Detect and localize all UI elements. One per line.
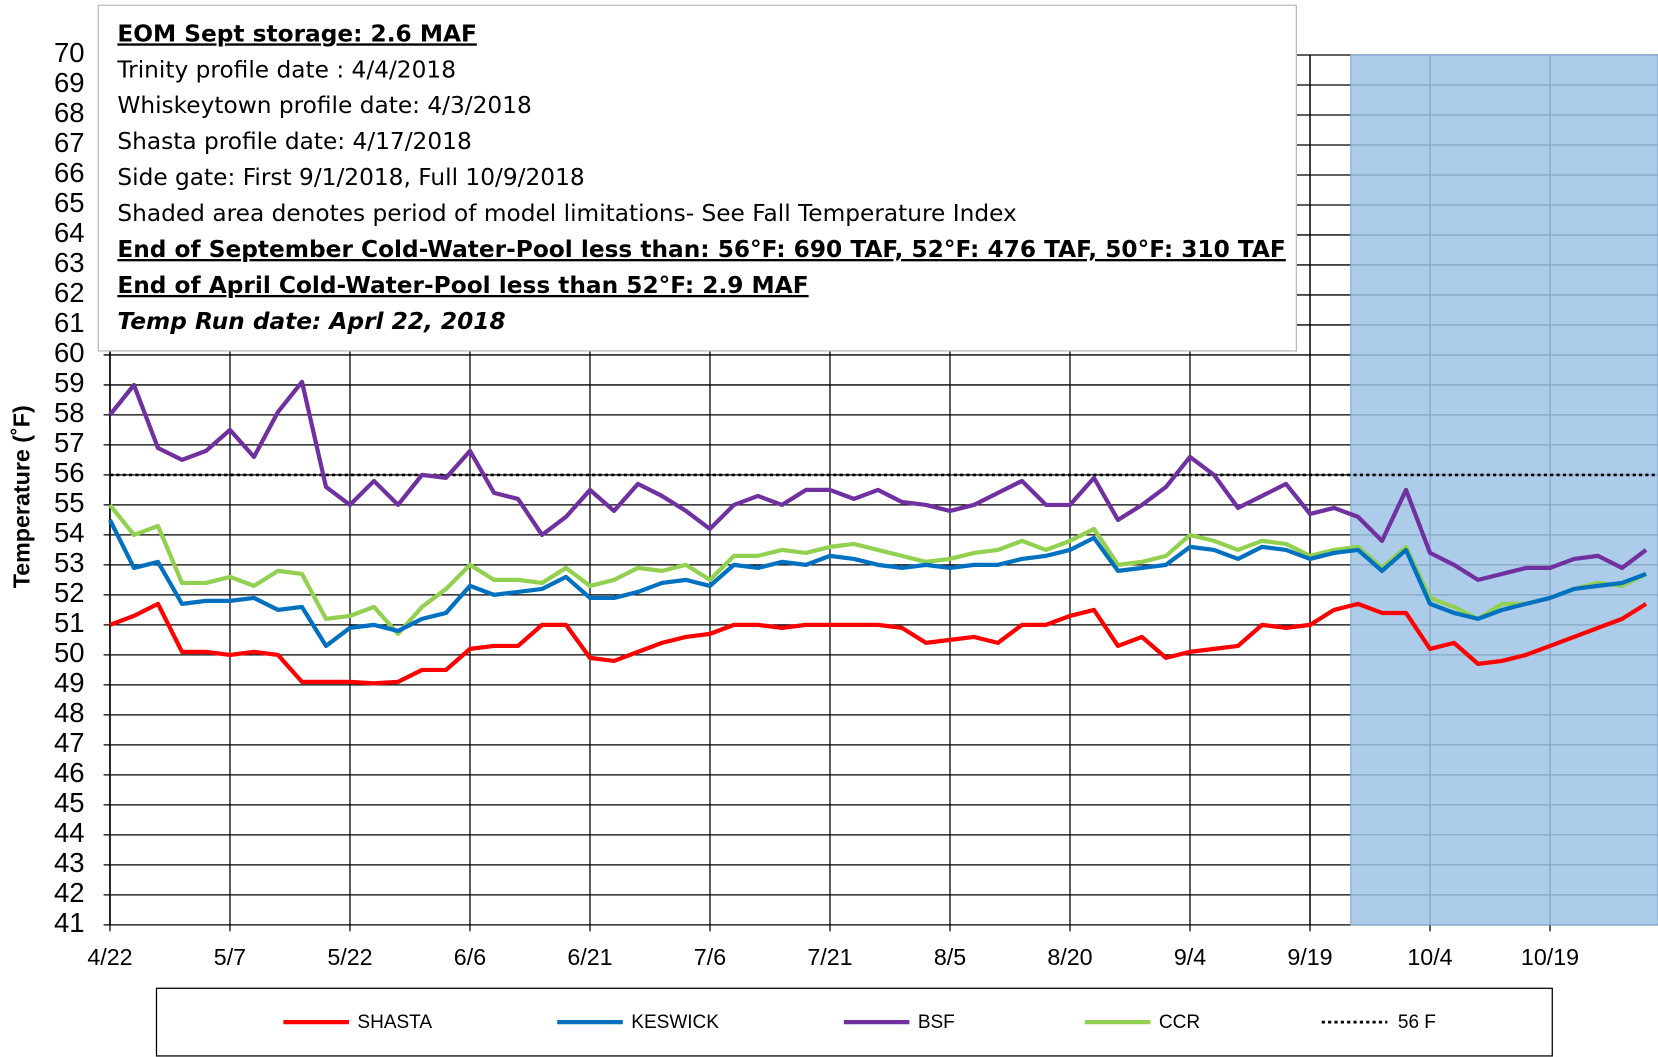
series-line	[108, 503, 1647, 636]
y-tick-label: 58	[54, 397, 85, 428]
y-tick-label: 51	[54, 607, 85, 638]
x-tick-label: 6/21	[567, 944, 612, 970]
annotation: End of September Cold-Water-Pool less th…	[117, 236, 1285, 263]
series-line	[108, 379, 1648, 582]
y-tick-label: 41	[54, 907, 85, 938]
y-tick-label: 43	[54, 847, 85, 878]
y-tick-label: 63	[54, 247, 85, 278]
x-tick-label: 10/19	[1521, 944, 1579, 970]
y-tick-label: 64	[54, 217, 85, 248]
x-tick-label: 9/19	[1287, 944, 1332, 970]
legend-label: SHASTA	[357, 1012, 432, 1033]
y-tick-label: 65	[54, 187, 85, 218]
y-tick-label: 55	[54, 487, 85, 518]
y-tick-label: 42	[54, 877, 85, 908]
x-tick-label: 6/6	[454, 944, 486, 970]
y-tick-label: 68	[54, 97, 85, 128]
legend-label: KESWICK	[631, 1012, 719, 1033]
x-tick-label: 5/7	[214, 944, 246, 970]
y-tick-label: 67	[54, 127, 85, 158]
annotation: EOM Sept storage: 2.6 MAF	[117, 20, 476, 47]
x-tick-label: 5/22	[327, 944, 372, 970]
annotation: End of April Cold-Water-Pool less than 5…	[117, 272, 808, 299]
legend-label: CCR	[1159, 1012, 1200, 1033]
y-tick-label: 54	[54, 517, 85, 548]
y-tick-label: 47	[54, 727, 85, 758]
x-tick-label: 7/21	[807, 944, 852, 970]
series-line	[108, 518, 1647, 649]
x-tick-label: 8/20	[1047, 944, 1092, 970]
x-tick-label: 7/6	[694, 944, 726, 970]
x-tick-label: 4/22	[87, 944, 132, 970]
annotation-box	[97, 4, 1298, 352]
legend-label: BSF	[918, 1012, 955, 1033]
x-tick-label: 9/4	[1174, 944, 1206, 970]
y-tick-label: 70	[54, 37, 85, 68]
annotation: Trinity profile date : 4/4/2018	[116, 56, 456, 83]
x-tick-label: 8/5	[934, 944, 966, 970]
y-tick-label: 69	[54, 67, 85, 98]
y-axis-label: Temperature (˚F)	[8, 405, 34, 588]
shaded-region	[1350, 54, 1658, 926]
x-tick-label: 10/4	[1407, 944, 1452, 970]
y-tick-label: 50	[54, 637, 85, 668]
y-tick-label: 52	[54, 577, 85, 608]
y-tick-label: 61	[54, 307, 85, 338]
annotation: Side gate: First 9/1/2018, Full 10/9/201…	[117, 164, 584, 191]
y-tick-label: 60	[54, 337, 85, 368]
y-tick-label: 57	[54, 427, 85, 458]
y-tick-label: 53	[54, 547, 85, 578]
series-line	[109, 601, 1648, 686]
annotation: Temp Run date: Aprl 22, 2018	[117, 308, 505, 335]
y-tick-label: 46	[54, 757, 85, 788]
legend-label: 56 F	[1398, 1012, 1436, 1033]
y-tick-label: 59	[54, 367, 85, 398]
annotation: Shaded area denotes period of model limi…	[117, 200, 1016, 227]
y-tick-label: 45	[54, 787, 85, 818]
y-tick-label: 44	[54, 817, 85, 848]
y-tick-label: 56	[54, 457, 85, 488]
annotation: Whiskeytown profile date: 4/3/2018	[117, 92, 531, 119]
annotation: Shasta profile date: 4/17/2018	[117, 128, 471, 155]
y-tick-label: 62	[54, 277, 85, 308]
y-tick-label: 66	[54, 157, 85, 188]
y-tick-label: 49	[54, 667, 85, 698]
y-tick-label: 48	[54, 697, 85, 728]
